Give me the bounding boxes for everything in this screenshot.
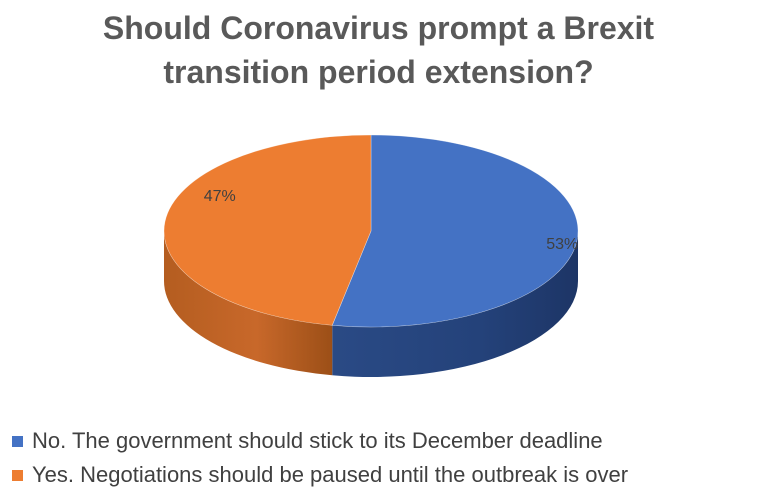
pie-side-no — [332, 231, 578, 378]
data-label-yes: 47% — [204, 188, 236, 205]
pie-sides — [164, 231, 578, 378]
legend-swatch-yes — [12, 469, 23, 481]
legend: No. The government should stick to its D… — [12, 424, 752, 492]
pie-slice-no — [331, 134, 579, 328]
chart-title-line-1: Should Coronavirus prompt a Brexit — [102, 10, 655, 46]
chart-title: Should Coronavirus prompt a Brexit trans… — [0, 6, 757, 94]
legend-item-yes: Yes. Negotiations should be paused until… — [12, 458, 752, 492]
chart-title-line-2: transition period extension? — [163, 54, 594, 90]
legend-label-yes: Yes. Negotiations should be paused until… — [32, 462, 629, 487]
pie-chart: 53% 47% — [163, 134, 579, 378]
legend-swatch-no — [12, 435, 23, 447]
pie-side-yes — [164, 231, 333, 376]
pie-slice-yes — [163, 134, 372, 326]
data-label-no: 53% — [546, 236, 578, 253]
legend-label-no: No. The government should stick to its D… — [32, 428, 603, 453]
pie-tops — [163, 134, 579, 328]
pie-labels: 53% 47% — [204, 188, 578, 253]
legend-item-no: No. The government should stick to its D… — [12, 424, 752, 458]
